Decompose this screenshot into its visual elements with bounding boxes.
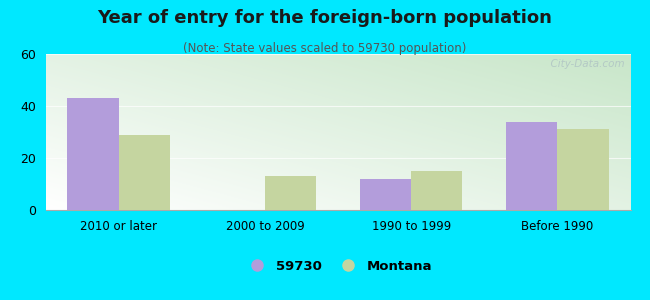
Bar [265,176,316,210]
Legend: 59730, Montana: 59730, Montana [239,255,437,278]
Text: City-Data.com: City-Data.com [544,59,625,69]
Bar [118,135,170,210]
Bar [411,171,462,210]
Bar [360,179,411,210]
Bar [558,129,608,210]
Text: Year of entry for the foreign-born population: Year of entry for the foreign-born popul… [98,9,552,27]
Bar [68,98,118,210]
Bar [506,122,558,210]
Text: (Note: State values scaled to 59730 population): (Note: State values scaled to 59730 popu… [183,42,467,55]
